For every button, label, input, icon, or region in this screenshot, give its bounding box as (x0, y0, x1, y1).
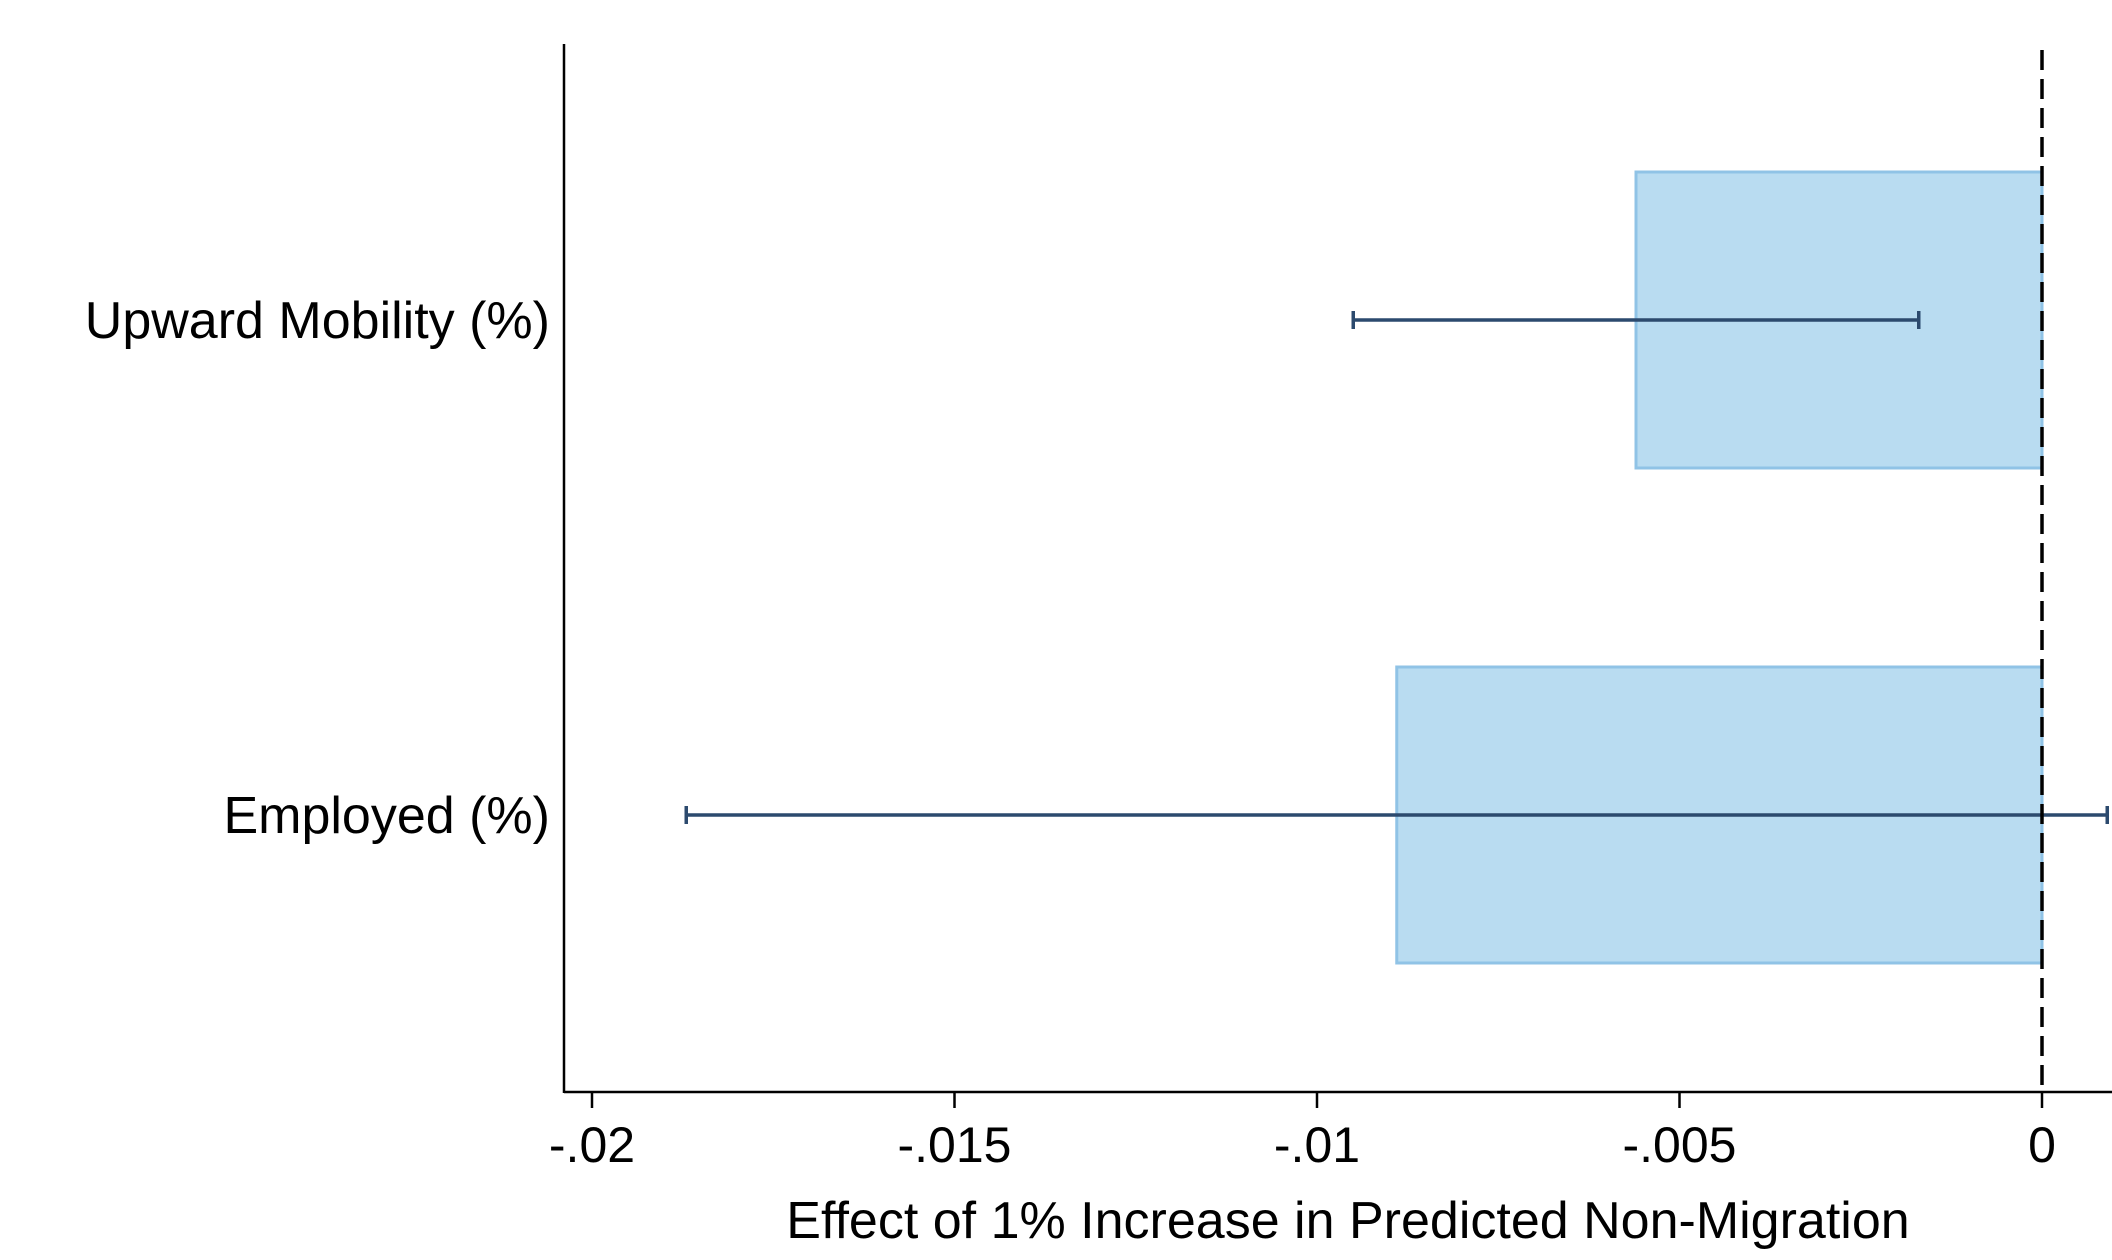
axes-layer (562, 44, 2112, 1108)
x-tick-label-1: -.015 (898, 1117, 1012, 1173)
x-tick-label-0: -.02 (549, 1117, 635, 1173)
x-tick-label-2: -.01 (1274, 1117, 1360, 1173)
category-label-1: Employed (%) (223, 787, 550, 845)
category-label-0: Upward Mobility (%) (85, 292, 550, 350)
labels-layer: -.02 -.015 -.01 -.005 0 Upward Mobility (%) Em… (85, 292, 2056, 1173)
x-tick-label-4: 0 (2028, 1117, 2056, 1173)
x-axis-title: Effect of 1% Increase in Predicted Non-M… (786, 1192, 1909, 1250)
x-tick-label-3: -.005 (1623, 1117, 1737, 1173)
error-bars-layer (684, 311, 2109, 824)
bars-layer (1395, 170, 2044, 965)
